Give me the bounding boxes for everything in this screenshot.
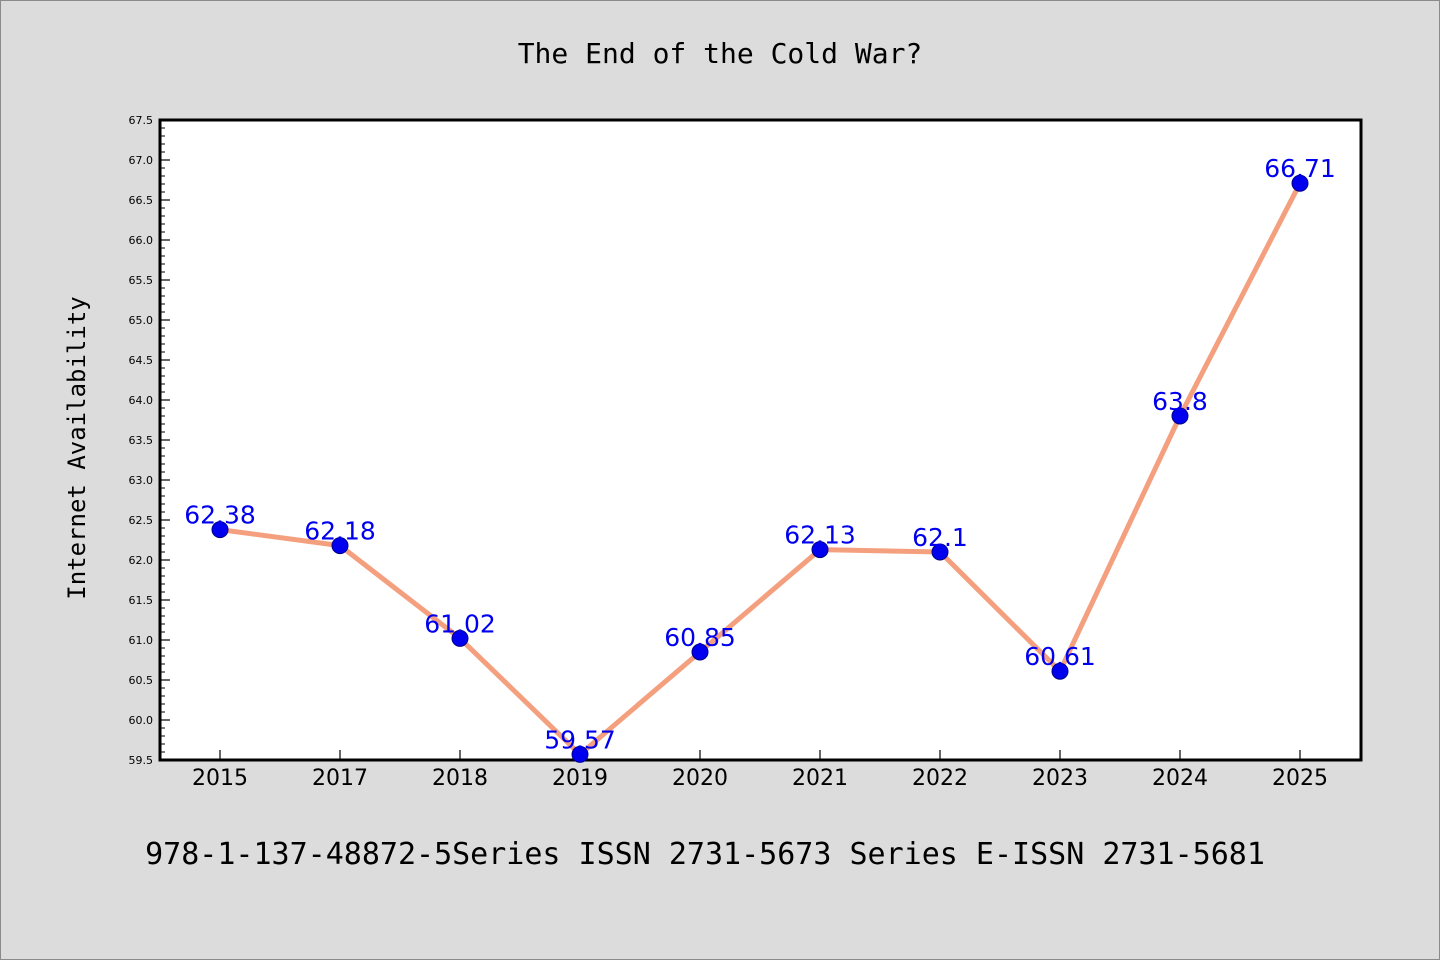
data-label: 60.85: [664, 623, 736, 652]
data-point: [1291, 174, 1309, 192]
data-point: [451, 629, 469, 647]
data-point: [331, 537, 349, 555]
x-tick-label: 2015: [192, 766, 248, 791]
plot-area: [158, 118, 1363, 762]
footer-isbn-text: 978-1-137-48872-5Series ISSN 2731-5673 S…: [145, 837, 1265, 872]
data-label: 61.02: [424, 609, 496, 638]
x-tick-label: 2019: [552, 766, 608, 791]
y-tick-label: 67.0: [129, 154, 154, 167]
data-point: [571, 745, 589, 763]
data-point: [691, 643, 709, 661]
data-label: 66.71: [1264, 154, 1336, 183]
y-tick-label: 63.0: [129, 474, 154, 487]
x-tick-label: 2018: [432, 766, 488, 791]
y-tick-label: 65.0: [129, 314, 154, 327]
data-label: 63.8: [1152, 387, 1208, 416]
y-tick-label: 61.5: [129, 594, 154, 607]
data-label: 59.57: [544, 725, 616, 754]
data-point: [211, 521, 229, 539]
data-markers: [211, 174, 1309, 763]
x-tick-label: 2020: [672, 766, 728, 791]
data-label: 62.13: [784, 521, 856, 550]
x-tick-label: 2024: [1152, 766, 1208, 791]
y-tick-label: 59.5: [129, 754, 154, 767]
y-tick-label: 61.0: [129, 634, 154, 647]
y-tick-label: 67.5: [129, 114, 154, 127]
chart-title: The End of the Cold War?: [518, 37, 923, 70]
x-tick-label: 2023: [1032, 766, 1088, 791]
data-point: [931, 543, 949, 561]
y-tick-label: 60.5: [129, 674, 154, 687]
y-tick-label: 64.0: [129, 394, 154, 407]
x-tick-label: 2025: [1272, 766, 1328, 791]
y-axis-ticks: 59.5 60.0 60.5 61.0 61.5 62.0 62.5 63.0 63.5 64.0…: [129, 114, 170, 767]
data-point: [1171, 407, 1189, 425]
data-point: [1051, 662, 1069, 680]
y-tick-label: 60.0: [129, 714, 154, 727]
x-tick-label: 2022: [912, 766, 968, 791]
data-label: 62.18: [304, 517, 376, 546]
y-tick-label: 63.5: [129, 434, 154, 447]
data-labels: 62.38 62.18 61.02 59.57 60.85 62.13 62.1 60.61 6…: [184, 154, 1336, 754]
x-tick-label: 2017: [312, 766, 368, 791]
x-tick-label: 2021: [792, 766, 848, 791]
x-axis-ticks: 2015 2017 2018 2019 2020 2021 2022 2023 2024 2025: [192, 750, 1328, 791]
y-tick-label: 66.5: [129, 194, 154, 207]
y-axis-label: Internet Availability: [63, 296, 91, 599]
y-tick-label: 62.5: [129, 514, 154, 527]
y-tick-label: 62.0: [129, 554, 154, 567]
y-tick-label: 64.5: [129, 354, 154, 367]
y-tick-label: 66.0: [129, 234, 154, 247]
data-label: 62.1: [912, 523, 968, 552]
y-tick-label: 65.5: [129, 274, 154, 287]
data-label: 60.61: [1024, 642, 1096, 671]
data-point: [811, 541, 829, 559]
series-line: [217, 180, 1303, 757]
data-label: 62.38: [184, 501, 256, 530]
